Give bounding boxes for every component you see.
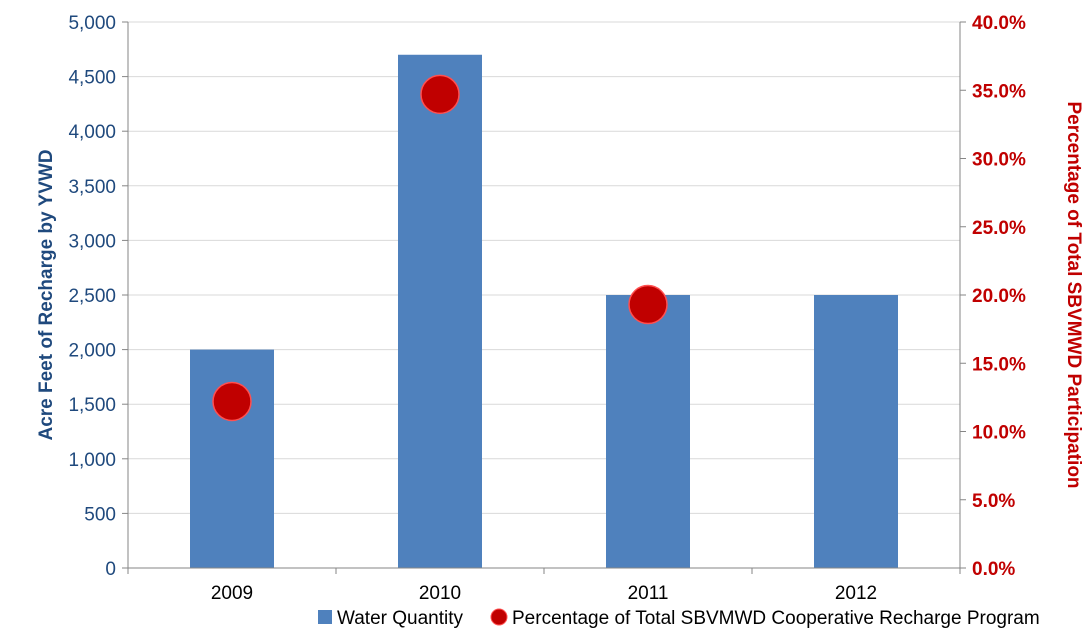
right-tick-label: 10.0% — [972, 423, 1026, 444]
left-tick-label: 1,500 — [68, 395, 116, 416]
y2-axis-title: Percentage of Total SBVMWD Participation — [1063, 101, 1084, 488]
x-tick-label: 2010 — [419, 583, 461, 604]
y-axis-title: Acre Feet of Recharge by YVWD — [36, 149, 57, 440]
right-tick-label: 40.0% — [972, 13, 1026, 34]
bar-2010[interactable] — [398, 54, 482, 568]
bar-2012[interactable] — [814, 295, 898, 568]
legend-swatch-water-quantity — [318, 610, 332, 624]
x-tick-label: 2011 — [628, 583, 669, 604]
right-tick-label: 35.0% — [972, 81, 1026, 102]
percentage-marker-2011[interactable] — [628, 284, 668, 325]
right-tick-label: 15.0% — [972, 354, 1026, 375]
percentage-marker-2010[interactable] — [420, 74, 460, 115]
left-tick-label: 4,000 — [68, 122, 116, 143]
bar-2011[interactable] — [606, 295, 690, 568]
right-tick-label: 0.0% — [972, 559, 1015, 580]
legend-swatch-percentage — [490, 608, 508, 626]
right-tick-label: 30.0% — [972, 150, 1026, 171]
left-tick-label: 5,000 — [68, 13, 116, 34]
legend-label-water-quantity: Water Quantity — [337, 608, 464, 629]
left-tick-label: 3,500 — [68, 177, 116, 198]
x-tick-label: 2012 — [835, 583, 877, 604]
left-tick-label: 0 — [105, 559, 116, 580]
x-tick-label: 2009 — [211, 583, 253, 604]
left-tick-label: 500 — [84, 504, 116, 525]
left-tick-label: 2,500 — [68, 286, 116, 307]
right-tick-label: 25.0% — [972, 218, 1026, 239]
right-tick-label: 5.0% — [972, 491, 1015, 512]
left-tick-label: 3,000 — [68, 231, 116, 252]
left-tick-label: 1,000 — [68, 450, 116, 471]
legend-label-percentage: Percentage of Total SBVMWD Cooperative R… — [512, 608, 1040, 629]
percentage-marker-2009[interactable] — [212, 381, 252, 422]
left-tick-label: 2,000 — [68, 341, 116, 362]
left-tick-label: 4,500 — [68, 68, 116, 89]
right-tick-label: 20.0% — [972, 286, 1026, 307]
